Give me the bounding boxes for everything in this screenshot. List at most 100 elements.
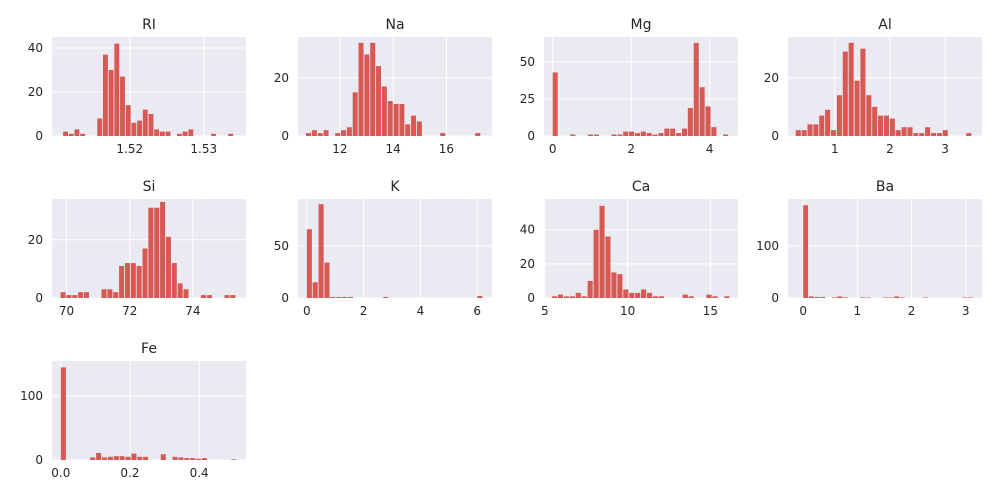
- histogram-bar: [312, 282, 318, 298]
- histogram-bar: [570, 134, 576, 136]
- histogram-bar: [201, 295, 207, 298]
- histogram-bar: [305, 133, 312, 136]
- y-tick-label: 20: [28, 233, 43, 247]
- histogram-bar: [60, 292, 66, 298]
- histogram-bar: [706, 294, 712, 298]
- histogram-bar: [658, 133, 664, 136]
- x-tick-label: 3: [941, 142, 949, 156]
- histogram-bar: [966, 133, 972, 136]
- histogram-bar: [646, 133, 652, 136]
- histogram-ba: 0 1 2 3 0 100 Ba: [756, 179, 982, 318]
- histogram-bar: [808, 296, 814, 298]
- y-tick-label: 0: [281, 291, 289, 305]
- histogram-bar: [347, 296, 354, 298]
- x-tick-label: 6: [473, 304, 481, 318]
- histogram-bar: [552, 72, 558, 136]
- x-tick-label: 14: [385, 142, 400, 156]
- histogram-bar: [843, 297, 848, 298]
- histogram-fe: 0.0 0.2 0.4 0 100 Fe: [20, 341, 246, 480]
- histogram-bar: [160, 454, 166, 460]
- histogram-bar: [154, 207, 160, 298]
- x-tick-label: 0: [549, 142, 557, 156]
- histogram-k: 0 2 4 6 0 50 K: [274, 179, 492, 318]
- histogram-bar: [836, 95, 842, 136]
- histogram-bar: [652, 134, 658, 136]
- x-tick-label: 4: [417, 304, 425, 318]
- histogram-bar: [587, 134, 593, 136]
- x-tick-label: 2: [360, 304, 368, 318]
- histogram-bar: [866, 95, 872, 136]
- histogram-bar: [358, 42, 364, 136]
- histogram-bar: [830, 130, 837, 136]
- histogram-bar: [387, 101, 393, 136]
- plot-area: [52, 361, 246, 460]
- histogram-bar: [813, 124, 819, 136]
- y-tick-label: 20: [274, 71, 289, 85]
- histogram-bar: [676, 133, 682, 136]
- histogram-bar: [693, 42, 699, 136]
- histogram-bar: [399, 103, 405, 136]
- histogram-bar: [352, 92, 358, 136]
- histogram-bar: [895, 130, 901, 136]
- histogram-bar: [664, 128, 670, 136]
- histogram-bar: [124, 263, 130, 298]
- histogram-bar: [872, 106, 878, 136]
- histogram-bar: [364, 54, 370, 136]
- histogram-bar: [629, 131, 635, 136]
- histogram-bar: [137, 456, 143, 460]
- y-tick-label: 40: [520, 223, 535, 237]
- histogram-bar: [107, 456, 113, 460]
- histogram-bar: [837, 296, 843, 298]
- x-tick-label: 10: [620, 304, 635, 318]
- histogram-bar: [311, 130, 317, 136]
- histogram-bar: [383, 296, 389, 298]
- x-tick-label: 15: [703, 304, 718, 318]
- histogram-bar: [324, 262, 330, 298]
- histogram-bar: [878, 115, 884, 136]
- histogram-bar: [83, 292, 89, 298]
- histogram-bar: [341, 130, 347, 136]
- histogram-bar: [641, 289, 647, 298]
- histogram-bar: [160, 201, 166, 298]
- histogram-ca: 5 10 15 0 20 40 Ca: [520, 179, 738, 318]
- x-tick-label: 0.4: [190, 466, 209, 480]
- histogram-bar: [137, 120, 143, 136]
- y-tick-label: 100: [756, 239, 779, 253]
- histogram-bar: [894, 296, 900, 298]
- histogram-bar: [670, 128, 676, 136]
- x-tick-label: 4: [706, 142, 714, 156]
- x-tick-label: 1: [831, 142, 839, 156]
- histogram-bar: [575, 292, 581, 298]
- x-tick-label: 74: [185, 304, 200, 318]
- histogram-bar: [477, 295, 483, 298]
- histogram-bar: [907, 127, 913, 136]
- histogram-bar: [634, 133, 641, 136]
- histogram-ri: 1.52 1.53 0 20 40 RI: [28, 17, 246, 156]
- x-tick-label: 0: [303, 304, 311, 318]
- histogram-bar: [889, 118, 895, 136]
- x-tick-label: 1.52: [116, 142, 143, 156]
- histogram-bar: [901, 127, 907, 136]
- histogram-bar: [882, 297, 888, 298]
- histogram-mg: 0 2 4 0 25 50 Mg: [520, 17, 738, 156]
- histogram-bar: [190, 458, 196, 460]
- histogram-bar: [97, 118, 103, 136]
- histogram-bar: [557, 294, 563, 298]
- histogram-bar: [587, 280, 593, 298]
- histogram-bar: [224, 295, 230, 298]
- histogram-bar: [60, 367, 66, 460]
- histogram-bar: [611, 272, 617, 298]
- chart-title: Al: [878, 17, 891, 33]
- histogram-bar: [883, 115, 889, 136]
- y-tick-label: 100: [20, 389, 43, 403]
- histogram-bar: [119, 265, 125, 298]
- histogram-bar: [74, 129, 80, 136]
- histogram-bar: [795, 130, 801, 136]
- histogram-na: 12 14 16 0 20 Na: [274, 17, 492, 156]
- chart-title: Fe: [141, 341, 157, 357]
- histogram-bar: [335, 133, 341, 136]
- histogram-bar: [178, 457, 184, 460]
- histogram-bar: [184, 458, 190, 460]
- histogram-bar: [211, 133, 217, 136]
